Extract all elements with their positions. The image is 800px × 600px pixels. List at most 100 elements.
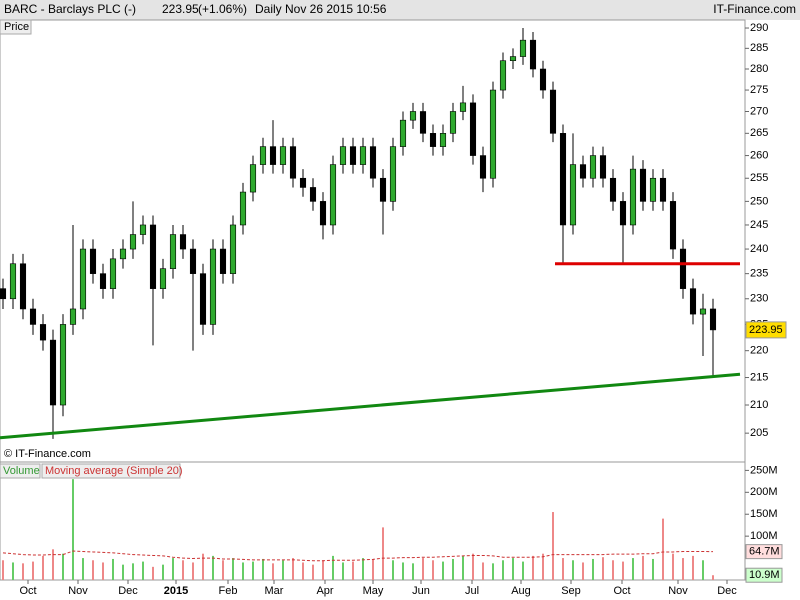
site: IT-Finance.com (713, 2, 796, 16)
candle-body (119, 248, 127, 260)
y-tick-label: 220 (750, 345, 768, 357)
volume-bar (472, 553, 474, 580)
candle-body (79, 248, 87, 310)
volume-tick-label: 200M (750, 486, 778, 498)
candle-body (309, 187, 317, 202)
volume-bar (162, 564, 164, 580)
volume-bar (442, 561, 444, 580)
candle-body (9, 263, 17, 300)
candle-body (239, 191, 247, 226)
x-tick-label: Jul (465, 585, 479, 597)
x-tick-label: Apr (316, 585, 333, 597)
volume-bar (122, 564, 124, 580)
candle-body (339, 146, 347, 165)
volume-bar (52, 549, 54, 580)
period: Daily (255, 2, 282, 16)
candle-body (429, 133, 437, 147)
candle-body (279, 146, 287, 165)
volume-bar (482, 562, 484, 580)
candle-body (379, 177, 387, 202)
candle-body (209, 248, 217, 325)
last-price-box (745, 321, 787, 339)
volume-marker (745, 567, 783, 583)
y-tick-label: 205 (750, 427, 768, 439)
candle-body (389, 146, 397, 202)
volume-bar (502, 560, 504, 580)
y-tick-label: 230 (750, 293, 768, 305)
datetime: Nov 26 2015 10:56 (285, 2, 387, 16)
volume-bar (492, 563, 494, 580)
candle-body (569, 164, 577, 226)
volume-bar (182, 560, 184, 580)
candle-body (629, 168, 637, 226)
candle-body (0, 288, 7, 300)
x-tick-label: Feb (219, 585, 238, 597)
volume-bar (642, 555, 644, 580)
volume-bar (372, 558, 374, 580)
x-tick-label: Aug (511, 585, 531, 597)
volume-marker-label: 10.9M (749, 569, 780, 581)
trend-line (0, 372, 741, 440)
volume-bar (172, 558, 174, 580)
volume-bar (292, 558, 294, 580)
volume-bar (12, 562, 14, 580)
y-tick-label: 240 (750, 243, 768, 255)
candle-body (549, 89, 557, 134)
candle-body (39, 324, 47, 341)
candle-body (539, 68, 547, 91)
volume-bar (222, 560, 224, 580)
candle-body (69, 308, 77, 325)
volume-marker (745, 544, 783, 560)
x-tick-label: Jun (412, 585, 430, 597)
candle-body (369, 146, 377, 179)
y-tick-label: 210 (750, 399, 768, 411)
y-tick-label: 245 (750, 219, 768, 231)
candle-body (409, 111, 417, 121)
candle-body (189, 248, 197, 274)
candle-body (679, 248, 687, 289)
candle-body (599, 155, 607, 179)
volume-bar (302, 562, 304, 580)
y-tick-label: 280 (750, 63, 768, 75)
candle-body (219, 248, 227, 274)
candle-body (469, 102, 477, 156)
candle-body (659, 177, 667, 202)
y-tick-label: 250 (750, 195, 768, 207)
candle-body (49, 339, 57, 406)
x-tick-label: Mar (265, 585, 284, 597)
price-panel (0, 19, 746, 463)
candle-body (139, 224, 147, 235)
candle-body (589, 155, 597, 179)
x-tick-label: May (363, 585, 384, 597)
candle-body (459, 102, 467, 112)
volume-bar (92, 560, 94, 580)
y-tick-label: 285 (750, 42, 768, 54)
volume-bar (422, 558, 424, 580)
candle-body (489, 89, 497, 179)
candle-body (359, 146, 367, 165)
symbol: BARC - Barclays PLC (-) (4, 2, 136, 16)
y-tick-label: 215 (750, 371, 768, 383)
candle-body (579, 164, 587, 179)
volume-bar (712, 575, 714, 580)
candle-body (709, 308, 717, 331)
candle-body (649, 177, 657, 202)
volume-tick-label: 250M (750, 464, 778, 476)
volume-bar (282, 560, 284, 580)
x-tick-label: Dec (717, 585, 737, 597)
volume-bar (432, 560, 434, 580)
candle-body (669, 201, 677, 250)
candle-body (449, 111, 457, 134)
y-tick-label: 255 (750, 172, 768, 184)
y-tick-label: 275 (750, 84, 768, 96)
candle-body (289, 146, 297, 179)
volume-bar (142, 561, 144, 580)
volume-bar (632, 558, 634, 580)
volume-bar (692, 555, 694, 580)
candle-body (399, 119, 407, 147)
volume-bar (652, 558, 654, 580)
x-tick-label: Sep (561, 585, 581, 597)
candle-body (59, 324, 67, 406)
volume-bar (72, 479, 74, 580)
candle-body (519, 39, 527, 57)
